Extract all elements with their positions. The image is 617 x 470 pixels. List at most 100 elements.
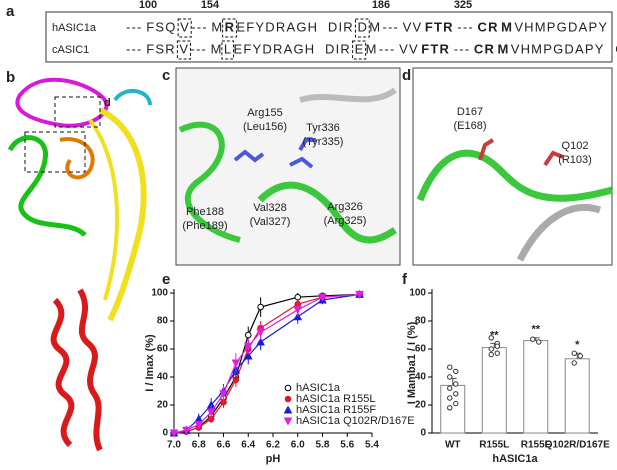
sequence-segment: VHMPGDAPY — [511, 41, 605, 56]
residue-number: 100 — [139, 0, 157, 11]
residue-box — [222, 18, 237, 38]
bar — [440, 384, 466, 434]
y-tick-label: 20 — [157, 400, 169, 411]
sequence-segment: M — [501, 19, 513, 34]
x-tick-label: 6.0 — [291, 440, 305, 451]
data-point — [169, 429, 179, 438]
x-tick-label: 6.6 — [217, 440, 231, 451]
residue-box — [176, 40, 191, 60]
residue-box — [354, 18, 370, 38]
legend-label: hASIC1a R155L — [296, 393, 376, 405]
sequence-segment: VHMPGDAPY — [514, 19, 608, 34]
structure-label: (Arg325) — [324, 215, 367, 227]
structure-label: (E168) — [453, 120, 486, 132]
y-tick-label: 60 — [157, 344, 169, 355]
legend-label: hASIC1a R155F — [296, 404, 376, 416]
legend-marker — [283, 405, 293, 414]
x-tick-label: Q102R/D167E — [545, 440, 610, 451]
sequence-segment: L — [224, 41, 232, 56]
x-tick-label: 6.8 — [192, 440, 206, 451]
sequence-segment: --- — [190, 41, 207, 56]
data-point — [256, 328, 265, 337]
structure-label: Val328 — [253, 202, 286, 214]
y-tick-label: 40 — [157, 372, 169, 383]
panel-label: a — [6, 3, 15, 20]
x-tick-label: 5.8 — [316, 440, 330, 451]
significance-label: * — [575, 339, 580, 351]
panel-label: b — [6, 69, 15, 86]
sequence-segment: --- — [457, 19, 474, 34]
residue-box — [352, 40, 367, 60]
data-point — [447, 405, 453, 411]
structure-label: Arg326 — [327, 201, 362, 213]
x-axis-label: hASIC1a — [492, 453, 538, 465]
data-point — [293, 306, 303, 315]
y-tick-label: 80 — [157, 316, 169, 327]
sequence-segment: M — [369, 19, 381, 34]
data-point — [571, 350, 577, 356]
legend-label: hASIC1a Q102R/D167E — [296, 415, 415, 427]
bar — [564, 358, 590, 434]
structure-label: (Tyr335) — [303, 136, 344, 148]
data-point — [530, 336, 536, 342]
structure-c — [175, 67, 401, 266]
x-tick-label: 6.2 — [266, 440, 280, 451]
structure-label: Q102 — [562, 140, 589, 152]
y-tick-label: 100 — [151, 288, 168, 299]
sequence-segment: DIR — [325, 41, 351, 56]
x-tick-label: 5.4 — [365, 440, 379, 451]
data-point — [355, 290, 364, 299]
y-tick-label: 40 — [415, 372, 427, 383]
sequence-segment: V — [179, 41, 189, 56]
sequence-segment: EFYDRAGH — [234, 41, 316, 56]
data-point — [494, 350, 500, 356]
species-name: hASIC1a — [52, 22, 97, 34]
sequence-segment: D — [357, 19, 368, 34]
data-point — [488, 351, 494, 358]
significance-label: ** — [490, 329, 499, 341]
y-tick-label: 100 — [409, 288, 426, 299]
x-tick-label: 5.6 — [340, 440, 354, 451]
structure-label: d — [104, 97, 111, 109]
sequence-segment: R — [225, 19, 236, 34]
data-point — [244, 331, 252, 339]
sequence-segment: DIR — [328, 19, 354, 34]
sequence-segment: FTR — [425, 19, 454, 34]
structure-d — [412, 67, 613, 266]
data-point — [182, 426, 191, 435]
residue-box — [177, 18, 192, 38]
y-axis-label: I Mamba1 / I (%) — [406, 321, 418, 404]
significance-label: ** — [531, 324, 540, 336]
residue-number: 325 — [454, 0, 472, 11]
legend-marker — [284, 384, 292, 392]
legend-label: hASIC1a — [296, 382, 341, 394]
sequence-segment: CR — [474, 41, 495, 56]
data-point — [453, 368, 459, 375]
x-axis-label: pH — [266, 453, 281, 465]
structure-label: Tyr336 — [306, 122, 340, 134]
x-tick-label: R155L — [479, 440, 509, 451]
x-tick-label: 7.0 — [167, 440, 181, 451]
structure-b — [7, 77, 152, 452]
y-tick-label: 0 — [420, 428, 426, 439]
sequence-segment: FTR — [421, 41, 450, 56]
data-point — [488, 346, 494, 352]
y-axis-label: I / Imax (%) — [144, 334, 156, 392]
sequence-segment: VV — [399, 41, 419, 56]
y-tick-label: 0 — [162, 428, 168, 439]
sequence-segment: --- — [126, 41, 143, 56]
data-point — [453, 391, 459, 397]
data-point — [194, 421, 204, 430]
residue-number: 154 — [201, 0, 220, 11]
data-point — [453, 381, 459, 387]
data-point — [536, 339, 542, 345]
sequence-segment: M — [497, 41, 509, 56]
sequence-segment: --- — [379, 41, 396, 56]
x-tick-label: 6.4 — [241, 440, 255, 451]
structure-label: (Leu156) — [243, 121, 287, 133]
panel-label: d — [402, 67, 411, 84]
data-point — [447, 385, 453, 391]
species-name: cASIC1 — [52, 44, 89, 56]
sequence-segment: CR — [477, 19, 498, 34]
